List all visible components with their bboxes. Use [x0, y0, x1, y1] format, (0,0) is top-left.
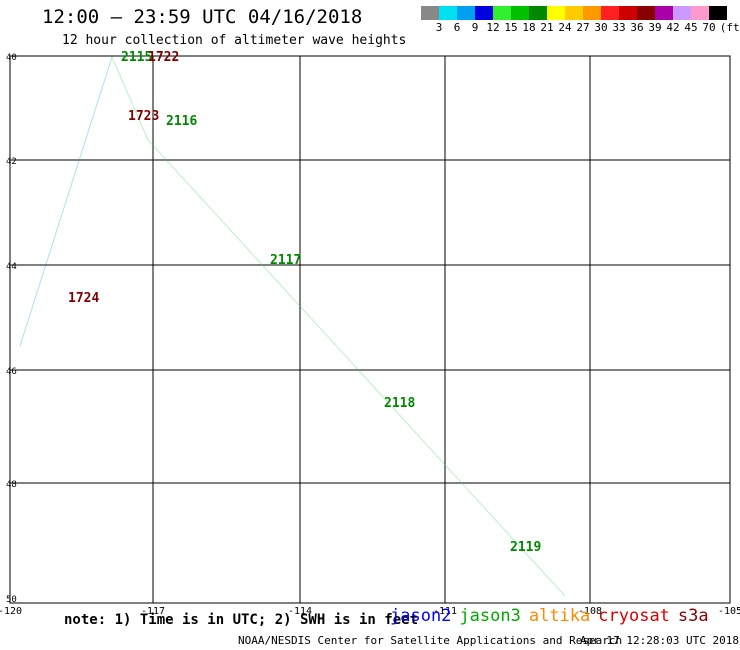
pass-marker-label: 2117 [270, 253, 301, 268]
y-tick-label: 40 [6, 53, 17, 63]
legend-swatch [709, 6, 727, 20]
footer-note: note: 1) Time is in UTC; 2) SWH is in fe… [64, 612, 419, 628]
legend-swatch [673, 6, 691, 20]
y-tick-label: 48 [6, 480, 17, 490]
x-tick-label: -105 [718, 606, 740, 617]
legend-label: 30 [594, 21, 608, 34]
legend-label: (ft) [719, 21, 740, 34]
track-jason3 [111, 56, 566, 597]
legend-label: 21 [540, 21, 554, 34]
pass-marker-label: 2118 [384, 396, 415, 411]
x-tick-label: -111 [433, 606, 457, 617]
legend-swatch [691, 6, 709, 20]
satellite-legend: jason2 jason3 altika cryosat s3a [390, 606, 717, 626]
legend-label: 39 [648, 21, 662, 34]
x-tick-label: -108 [578, 606, 602, 617]
legend-label: 45 [684, 21, 698, 34]
legend-label: 36 [630, 21, 644, 34]
satellite-tracks [19, 56, 566, 597]
page-title: 12:00 – 23:59 UTC 04/16/2018 [42, 6, 363, 28]
legend-swatch [421, 6, 439, 20]
legend-swatch [655, 6, 673, 20]
legend-swatch [547, 6, 565, 20]
legend-label: 42 [666, 21, 680, 34]
legend-swatch [529, 6, 547, 20]
y-tick-label: 50 [6, 595, 17, 605]
x-tick-label: -114 [288, 606, 312, 617]
legend-label: 33 [612, 21, 626, 34]
credit-line: NOAA/NESDIS Center for Satellite Applica… [238, 634, 623, 647]
legend-label: 12 [486, 21, 500, 34]
map-grid [10, 56, 730, 603]
page-subtitle: 12 hour collection of altimeter wave hei… [62, 33, 407, 48]
legend-swatch [565, 6, 583, 20]
generated-timestamp: Apr 17 12:28:03 UTC 2018 [580, 634, 739, 647]
legend-swatch [619, 6, 637, 20]
y-tick-label: 44 [6, 262, 17, 272]
x-tick-label: -117 [141, 606, 165, 617]
legend-label: 18 [522, 21, 536, 34]
y-tick-label: 46 [6, 367, 17, 377]
x-tick-label: -120 [0, 606, 22, 617]
satellite-label-s3a: s3a [677, 606, 709, 626]
legend-label: 27 [576, 21, 590, 34]
pass-marker-label: 1723 [128, 109, 159, 124]
map-frame [9, 55, 731, 604]
legend-swatch [457, 6, 475, 20]
y-tick-label: 42 [6, 157, 17, 167]
color-scale-legend [421, 6, 727, 20]
legend-swatch [439, 6, 457, 20]
legend-label: 9 [471, 21, 479, 34]
pass-marker-label: 2115 [121, 50, 152, 65]
pass-marker-label: 1722 [148, 50, 179, 65]
axis-tick-labels: -120 -117 -114 -111 -108 -105 40 42 44 46 48 50 [0, 53, 740, 617]
legend-swatch [637, 6, 655, 20]
pass-marker-label: 2119 [510, 540, 541, 555]
pass-marker-label: 2116 [166, 114, 197, 129]
legend-swatch [475, 6, 493, 20]
legend-swatch [601, 6, 619, 20]
legend-label: 24 [558, 21, 572, 34]
satellite-label-jason3: jason3 [459, 606, 521, 626]
legend-label: 15 [504, 21, 518, 34]
pass-marker-label: 1724 [68, 291, 99, 306]
legend-label: 3 [435, 21, 443, 34]
legend-swatch [493, 6, 511, 20]
legend-label: 6 [453, 21, 461, 34]
track-jason2 [19, 56, 113, 347]
satellite-label-altika: altika [528, 606, 591, 626]
legend-label: 70 [702, 21, 716, 34]
satellite-label-cryosat: cryosat [598, 606, 670, 626]
legend-swatch [511, 6, 529, 20]
satellite-label-jason2: jason2 [390, 606, 452, 626]
legend-swatch [583, 6, 601, 20]
